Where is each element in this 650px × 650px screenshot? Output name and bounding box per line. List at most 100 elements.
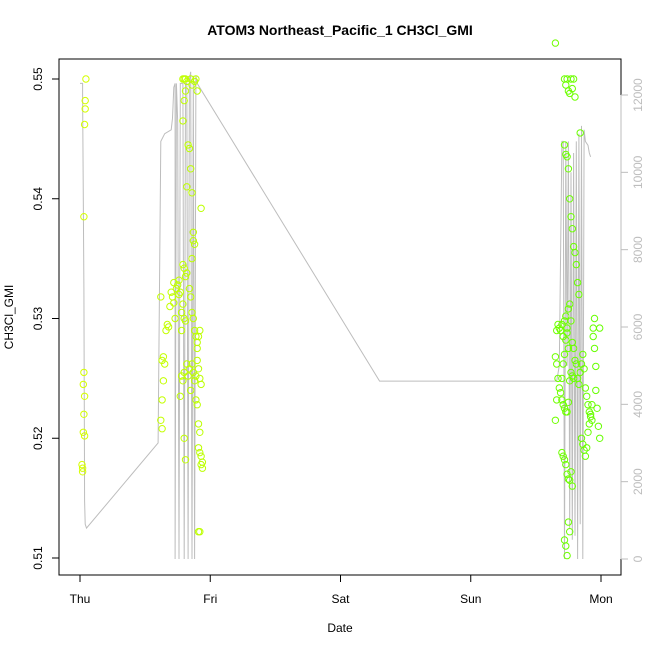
- scatter-point: [568, 225, 576, 233]
- scatter-point: [78, 468, 87, 476]
- scatter-point: [176, 392, 185, 400]
- scatter-point: [562, 336, 570, 344]
- scatter-point: [180, 96, 188, 105]
- y2-tick-label: 6000: [631, 313, 645, 340]
- scatter-point: [193, 401, 201, 409]
- scatter-point: [575, 380, 583, 389]
- scatter-point: [188, 360, 196, 368]
- y2-tick-label: 10000: [631, 155, 645, 189]
- scatter-point: [190, 240, 199, 249]
- scatter-point: [567, 213, 575, 221]
- scatter-point: [79, 380, 88, 389]
- scatter-point: [568, 84, 576, 93]
- scatter-point: [194, 420, 203, 428]
- scatter-point: [579, 350, 587, 359]
- y-tick-label: 0.52: [31, 426, 45, 450]
- scatter-point: [590, 344, 599, 353]
- scatter-point: [564, 475, 573, 483]
- x-tick-label: Sat: [331, 592, 350, 606]
- scatter-point: [179, 377, 187, 385]
- scatter-point: [571, 356, 579, 365]
- scatter-point: [563, 329, 571, 337]
- scatter-point: [81, 96, 89, 105]
- scatter-point: [157, 293, 165, 301]
- y-tick-label: 0.51: [31, 546, 45, 570]
- scatter-point: [584, 428, 592, 436]
- scatter-point: [177, 308, 186, 317]
- scatter-point: [554, 374, 562, 383]
- scatter-point: [81, 105, 89, 113]
- scatter-point: [553, 396, 561, 404]
- scatter-point: [563, 324, 571, 332]
- x-tick-label: Mon: [589, 592, 612, 606]
- scatter-point: [556, 389, 565, 397]
- scatter-point: [585, 420, 593, 428]
- scatter-point: [158, 425, 166, 433]
- scatter-point: [551, 39, 560, 47]
- scatter-point: [594, 422, 603, 430]
- scatter-point: [577, 434, 586, 442]
- scatter-point: [575, 290, 583, 299]
- y-tick-label: 0.55: [31, 67, 45, 91]
- altitude-line: [80, 71, 592, 560]
- scatter-point: [158, 396, 166, 404]
- scatter-point: [187, 293, 195, 301]
- scatter-point: [567, 468, 575, 476]
- scatter-point: [586, 410, 595, 418]
- scatter-point: [179, 260, 187, 269]
- scatter-point: [564, 398, 573, 406]
- scatter-point: [82, 75, 90, 83]
- scatter-point: [563, 470, 571, 478]
- scatter-point: [179, 300, 187, 308]
- scatter-point: [560, 350, 569, 359]
- plot-area: [58, 39, 622, 576]
- scatter-point: [187, 386, 195, 395]
- x-tick-label: Sun: [460, 592, 481, 606]
- scatter-point: [589, 332, 597, 341]
- scatter-point: [576, 129, 584, 137]
- scatter-point: [558, 448, 566, 457]
- scatter-point: [170, 299, 178, 307]
- scatter-point: [181, 456, 190, 464]
- scatter-point: [80, 432, 89, 440]
- scatter-point: [560, 141, 569, 149]
- scatter-point: [592, 386, 600, 395]
- y-axis: 0.51 0.52 0.53 0.54 0.55: [31, 67, 60, 570]
- scatter-point: [562, 81, 570, 89]
- scatter-point: [566, 476, 574, 484]
- scatter-point: [184, 372, 192, 380]
- scatter-point: [185, 284, 194, 293]
- scatter-point: [567, 317, 575, 325]
- scatter-point: [564, 344, 573, 353]
- scatter-point: [183, 77, 191, 86]
- scatter-point: [192, 372, 200, 380]
- scatter-point: [558, 374, 566, 383]
- scatter-point: [566, 195, 574, 203]
- scatter-point: [176, 288, 185, 296]
- scatter-point: [188, 189, 196, 197]
- y2-tick-label: 0: [631, 555, 645, 562]
- scatter-point: [562, 542, 570, 550]
- scatter-point: [555, 384, 563, 392]
- scatter-point: [567, 368, 575, 377]
- scatter-point: [197, 380, 205, 389]
- scatter-point: [551, 353, 560, 361]
- scatter-point: [596, 324, 604, 332]
- altitude-layer: [80, 71, 592, 560]
- scatter-point: [583, 392, 591, 400]
- scatter-point: [194, 528, 203, 536]
- scatter-point: [80, 213, 88, 221]
- scatter-point: [567, 75, 575, 83]
- y2-tick-label: 12000: [631, 78, 645, 112]
- scatter-point: [571, 93, 579, 101]
- scatter-point: [193, 344, 201, 353]
- scatter-point: [562, 312, 570, 320]
- scatter-point: [198, 464, 207, 472]
- scatter-point: [180, 434, 188, 442]
- chart-title: ATOM3 Northeast_Pacific_1 CH3Cl_GMI: [207, 22, 473, 38]
- scatter-point: [551, 416, 560, 424]
- scatter-point: [563, 153, 571, 161]
- scatter-point: [572, 260, 580, 269]
- scatter-point: [157, 416, 165, 424]
- scatter-point: [592, 362, 600, 371]
